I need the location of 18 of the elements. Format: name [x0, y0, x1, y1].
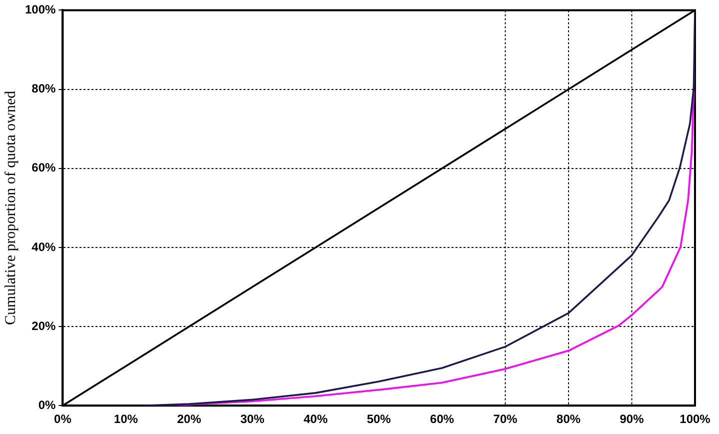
y-tick-label: 80% [32, 82, 56, 96]
y-tick-label: 0% [38, 398, 56, 412]
x-tick-label: 60% [430, 412, 454, 426]
y-tick-label: 20% [32, 318, 56, 333]
y-tick-label: 40% [32, 240, 56, 254]
x-tick-label: 80% [556, 412, 581, 426]
x-tick-label: 20% [177, 412, 202, 426]
y-axis-title: Cumulative proportion of quota owned [2, 90, 19, 325]
x-tick-label: 100% [680, 412, 711, 426]
x-tick-label: 50% [366, 412, 392, 426]
x-tick-label: 90% [620, 412, 644, 426]
y-tick-label: 60% [32, 160, 56, 175]
x-tick-label: 0% [54, 412, 72, 426]
y-tick-label: 100% [24, 2, 56, 17]
x-tick-label: 40% [304, 412, 328, 426]
x-tick-label: 10% [114, 412, 138, 426]
x-tick-label: 70% [493, 412, 518, 426]
x-tick-label: 30% [240, 412, 265, 426]
